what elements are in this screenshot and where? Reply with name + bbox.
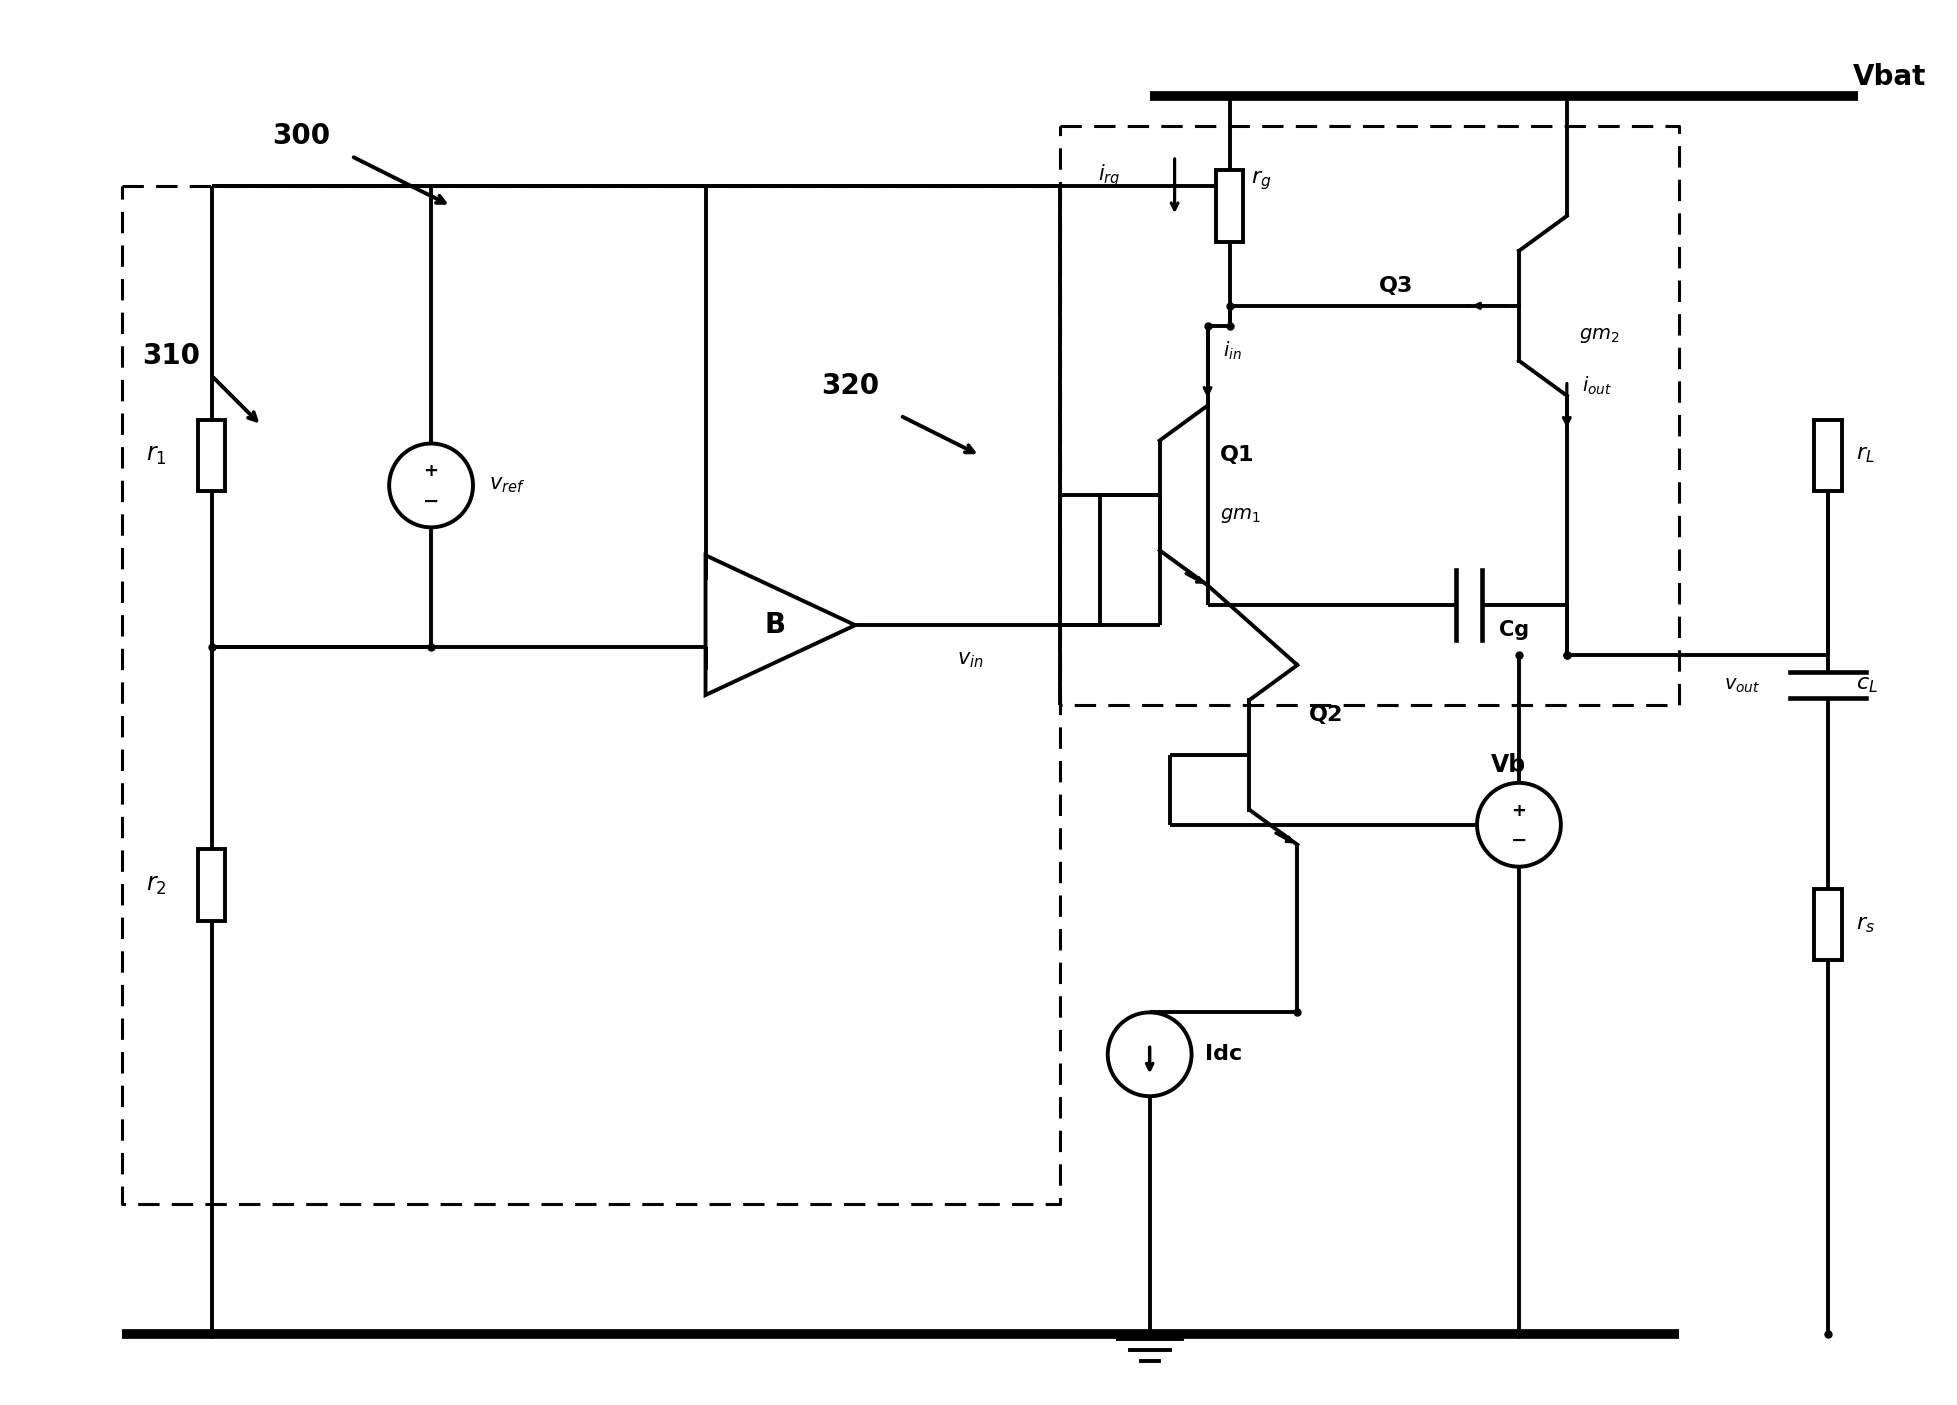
Text: Idc: Idc <box>1206 1044 1243 1065</box>
Bar <box>1814 888 1842 961</box>
Bar <box>1814 420 1842 492</box>
Text: −: − <box>1511 832 1526 850</box>
Text: $r_s$: $r_s$ <box>1857 915 1875 934</box>
Bar <box>198 420 225 492</box>
Text: 300: 300 <box>272 122 331 150</box>
Text: Vbat: Vbat <box>1853 63 1926 91</box>
Text: $v_{in}$: $v_{in}$ <box>957 651 982 670</box>
Text: Q3: Q3 <box>1380 275 1413 296</box>
Text: B: B <box>765 611 787 639</box>
Text: $r_L$: $r_L$ <box>1857 445 1875 465</box>
Text: $v_{ref}$: $v_{ref}$ <box>489 475 524 496</box>
Text: Q2: Q2 <box>1309 705 1344 725</box>
Text: $i_{out}$: $i_{out}$ <box>1581 375 1613 396</box>
Text: $r_2$: $r_2$ <box>147 873 166 896</box>
Text: Cg: Cg <box>1499 620 1528 641</box>
Text: 320: 320 <box>822 372 879 399</box>
Text: $r_g$: $r_g$ <box>1251 170 1272 192</box>
Text: $v_{out}$: $v_{out}$ <box>1724 676 1759 694</box>
Text: $r_1$: $r_1$ <box>147 444 166 468</box>
Text: $gm_2$: $gm_2$ <box>1579 326 1620 346</box>
Text: −: − <box>423 492 438 511</box>
Text: 310: 310 <box>143 341 202 370</box>
Text: Q1: Q1 <box>1219 445 1254 465</box>
Text: Vb: Vb <box>1491 753 1526 777</box>
Text: +: + <box>423 462 438 481</box>
Circle shape <box>1108 1013 1192 1096</box>
Text: $c_L$: $c_L$ <box>1857 674 1879 695</box>
Bar <box>1215 170 1243 242</box>
Text: +: + <box>1511 802 1526 819</box>
Bar <box>198 849 225 920</box>
Circle shape <box>389 444 474 527</box>
Text: $gm_1$: $gm_1$ <box>1219 506 1260 525</box>
Text: $i_{rg}$: $i_{rg}$ <box>1098 163 1121 190</box>
Circle shape <box>1478 783 1562 867</box>
Text: $i_{in}$: $i_{in}$ <box>1223 340 1241 362</box>
